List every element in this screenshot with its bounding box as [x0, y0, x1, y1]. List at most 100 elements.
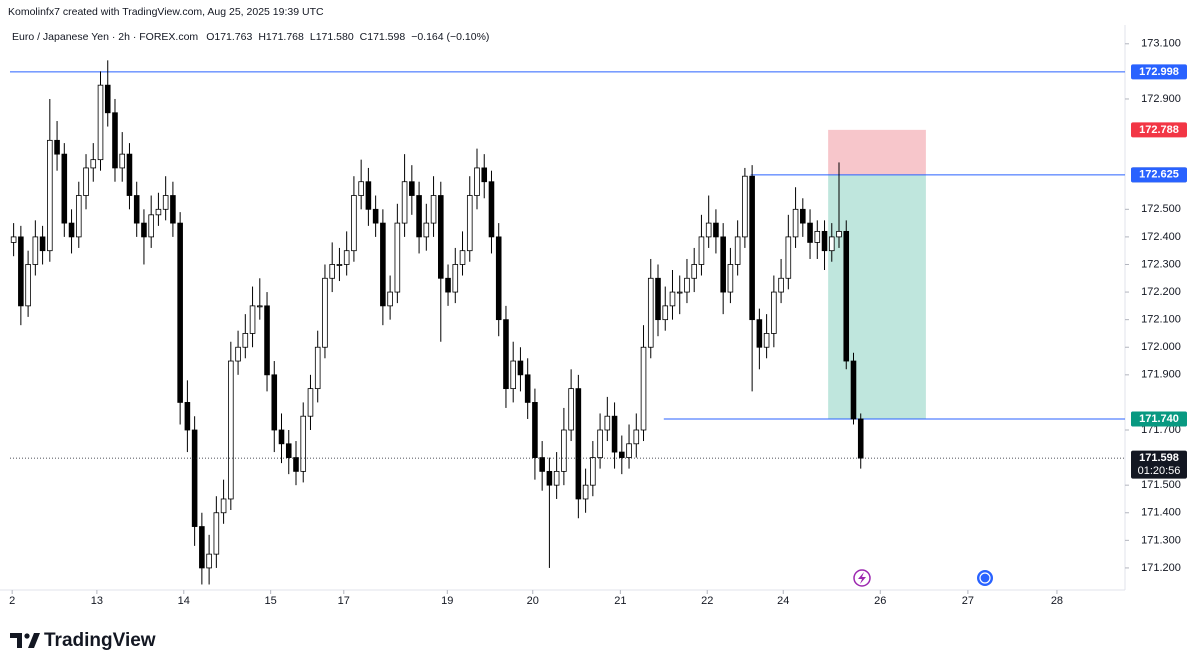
candle-body — [141, 222, 147, 238]
candle-body — [423, 222, 430, 238]
price-badge-label: 171.598 — [1139, 452, 1179, 464]
price-countdown: 01:20:56 — [1138, 465, 1181, 477]
candle-body — [387, 291, 393, 307]
price-badge-label: 171.740 — [1139, 413, 1179, 425]
x-tick-label: 15 — [265, 595, 277, 607]
candle-body — [749, 175, 755, 321]
candle-body — [756, 319, 763, 348]
candle-body — [10, 236, 17, 243]
candle-body — [220, 498, 227, 514]
event-icon — [977, 570, 993, 586]
candle-body — [676, 291, 683, 294]
candle-body — [242, 333, 249, 348]
y-tick-label: 171.700 — [1141, 424, 1181, 436]
x-tick-label: 27 — [962, 595, 974, 607]
candle-body — [322, 277, 328, 348]
candle-body — [640, 346, 647, 431]
candle-body — [771, 291, 777, 334]
candle-body — [416, 195, 422, 238]
candle-body — [828, 236, 835, 252]
x-tick-label: 20 — [527, 595, 539, 607]
y-tick-label: 171.300 — [1141, 534, 1181, 546]
price-badge — [1131, 122, 1187, 138]
candle-body — [148, 214, 154, 238]
candle-body — [713, 222, 719, 238]
candle-body — [314, 346, 321, 390]
x-tick-label: 24 — [777, 595, 789, 607]
open-value: O171.763 — [206, 31, 252, 43]
candle-body — [264, 305, 270, 376]
candle-body — [300, 415, 307, 472]
symbol-legend: Euro / Japanese Yen · 2h · FOREX.com O17… — [12, 31, 489, 43]
y-tick-label: 171.200 — [1141, 562, 1181, 574]
x-tick-label: 26 — [874, 595, 886, 607]
y-tick-label: 172.900 — [1141, 93, 1181, 105]
logo-dot — [24, 633, 30, 639]
candle-body — [372, 208, 379, 224]
candle-body — [184, 402, 191, 431]
candle-body — [510, 360, 516, 390]
price-badge — [1131, 411, 1187, 427]
candle-body — [401, 181, 408, 224]
candle-body — [278, 429, 285, 445]
x-tick-label: 28 — [1051, 595, 1063, 607]
candle-body — [568, 388, 574, 431]
candle-body — [358, 181, 364, 196]
candle-body — [727, 264, 734, 293]
stop-zone — [828, 129, 926, 175]
candle-body — [720, 236, 726, 293]
y-tick-label: 172.200 — [1141, 286, 1181, 298]
candle-body — [778, 277, 784, 293]
candle-body — [698, 236, 705, 265]
candle-body — [343, 250, 350, 265]
candle-body — [54, 139, 60, 155]
symbol: Euro / Japanese Yen · 2h · FOREX.com — [12, 31, 198, 43]
candle-body — [228, 360, 234, 500]
logo-mark — [28, 633, 40, 648]
logo-mark — [10, 633, 22, 648]
candle-body — [430, 195, 437, 224]
candle-body — [32, 236, 39, 265]
candle-body — [293, 457, 299, 472]
candle-body — [517, 360, 524, 376]
candle-body — [126, 153, 133, 196]
candle-body — [97, 84, 104, 161]
candle-body — [742, 175, 748, 238]
x-tick-label: 13 — [91, 595, 103, 607]
candle-body — [68, 222, 75, 238]
y-tick-label: 172.500 — [1141, 203, 1181, 215]
candle-body — [112, 112, 118, 169]
price-badge-label: 172.625 — [1139, 169, 1179, 181]
candle-body — [597, 429, 603, 458]
y-tick-label: 171.900 — [1141, 369, 1181, 381]
candle-body — [271, 374, 278, 431]
high-value: H171.768 — [258, 31, 304, 43]
price-badge-label: 172.788 — [1139, 124, 1179, 136]
candle-body — [604, 415, 611, 431]
candle-body — [206, 553, 212, 569]
candle-body — [524, 374, 531, 403]
candle-body — [256, 305, 263, 308]
candle-body — [285, 443, 292, 458]
candle-body — [546, 470, 553, 486]
candle-body — [235, 346, 241, 362]
candle-body — [655, 277, 661, 321]
candle-body — [409, 181, 415, 196]
candle-body — [162, 195, 169, 210]
candle-body — [626, 443, 632, 458]
candle-body — [553, 470, 560, 486]
candle-body — [843, 230, 850, 362]
candle-body — [445, 277, 451, 293]
price-badge — [1131, 167, 1187, 183]
candle-body — [561, 429, 567, 472]
candle-body — [75, 195, 82, 238]
candle-body — [647, 277, 654, 348]
candle-body — [191, 429, 198, 527]
candle-body — [249, 305, 256, 334]
candle-body — [61, 153, 68, 224]
candle-body — [177, 222, 183, 403]
candle-body — [459, 250, 466, 265]
x-tick-label: 21 — [614, 595, 626, 607]
candle-body — [119, 153, 126, 169]
candle-body — [691, 264, 697, 279]
